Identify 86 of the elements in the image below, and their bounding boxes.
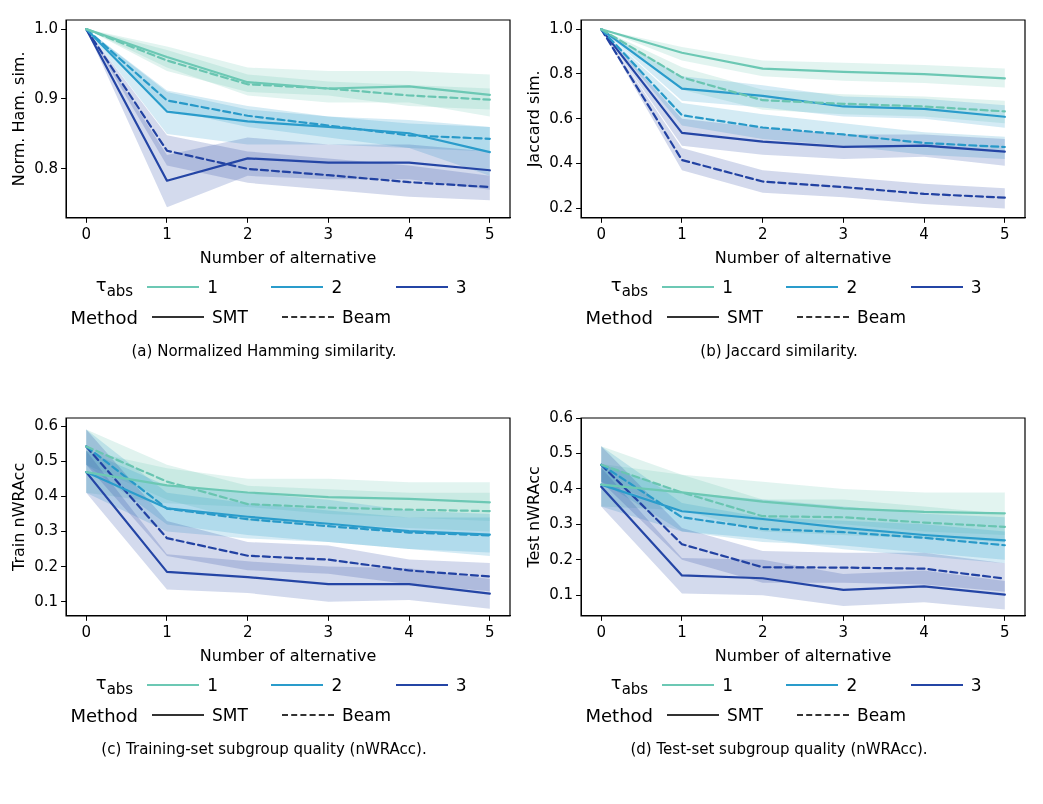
- legend-label: 2: [846, 277, 858, 297]
- legend-label: 1: [722, 277, 733, 297]
- text: (d) Test-set subgroup quality (nWRAcc).: [629, 740, 929, 758]
- y-tick-label: 0.3: [34, 521, 59, 540]
- text: Method: [69, 704, 139, 726]
- text: Beam: [857, 307, 907, 327]
- x-tick-label: 1: [162, 622, 172, 641]
- y-tick-label: 0.5: [34, 451, 59, 470]
- text: SMT: [727, 307, 763, 327]
- y-tick-label: 0.2: [549, 198, 574, 217]
- legend-label: 3: [455, 277, 467, 297]
- x-tick-label: 3: [323, 622, 334, 641]
- x-tick-label: 5: [485, 224, 495, 243]
- x-tick-label: 3: [323, 224, 334, 243]
- x-tick-label: 0: [596, 224, 607, 243]
- x-tick-label: 3: [838, 622, 849, 641]
- legend-label: 1: [207, 675, 218, 695]
- legend-title: τ$_{abs}$: [94, 274, 135, 300]
- legend-title: τ$_{abs}$: [609, 672, 650, 698]
- y-axis-title: Norm. Ham. sim.: [8, 51, 28, 187]
- y-tick-label: 0.2: [34, 556, 59, 575]
- y-tick-label: 0.6: [549, 108, 574, 127]
- y-tick-label: 1.0: [34, 18, 59, 37]
- x-tick-label: 3: [838, 224, 849, 243]
- y-tick-label: 0.3: [549, 514, 574, 533]
- legend-label: 1: [722, 675, 733, 695]
- x-tick-label: 5: [1000, 224, 1010, 243]
- x-axis-title: Number of alternative: [199, 645, 377, 665]
- legend-label: 3: [970, 675, 982, 695]
- y-tick-label: 0.6: [34, 415, 59, 434]
- x-tick-label: 2: [242, 622, 253, 641]
- text: Beam: [857, 705, 907, 725]
- y-tick-label: 0.1: [34, 591, 59, 610]
- x-axis-title: Number of alternative: [199, 247, 377, 267]
- x-tick-label: 5: [485, 622, 495, 641]
- x-tick-label: 2: [757, 622, 768, 641]
- x-tick-label: 1: [162, 224, 172, 243]
- text: Beam: [342, 705, 392, 725]
- y-axis-title: Train nWRAcc: [8, 462, 28, 572]
- legend-label: 1: [207, 277, 218, 297]
- legend-label: 2: [331, 277, 343, 297]
- text: (a) Normalized Hamming similarity.: [130, 342, 398, 360]
- x-tick-label: 4: [404, 224, 414, 243]
- legend-label: 3: [455, 675, 467, 695]
- x-axis-title: Number of alternative: [714, 645, 892, 665]
- text: SMT: [212, 307, 248, 327]
- y-axis-title: Jaccard sim.: [523, 70, 543, 169]
- x-tick-label: 1: [677, 224, 687, 243]
- text: Method: [584, 306, 654, 328]
- x-tick-label: 4: [404, 622, 414, 641]
- x-axis-title: Number of alternative: [714, 247, 892, 267]
- line-series: [600, 463, 1006, 547]
- legend-label: 2: [846, 675, 858, 695]
- x-tick-label: 4: [919, 224, 929, 243]
- x-tick-label: 2: [757, 224, 768, 243]
- text: (c) Training-set subgroup quality (nWRAcc).: [100, 740, 428, 758]
- text: SMT: [727, 705, 763, 725]
- text: (b) Jaccard similarity.: [699, 342, 859, 360]
- text: Method: [584, 704, 654, 726]
- y-tick-label: 0.8: [549, 63, 574, 82]
- y-tick-label: 0.4: [549, 478, 574, 497]
- y-tick-label: 0.9: [34, 88, 59, 107]
- legend-label: 2: [331, 675, 343, 695]
- x-tick-label: 2: [242, 224, 253, 243]
- y-axis-title: Test nWRAcc: [523, 466, 543, 569]
- y-tick-label: 0.6: [549, 407, 574, 426]
- line-series: [85, 445, 491, 513]
- legend-title: τ$_{abs}$: [609, 274, 650, 300]
- x-tick-label: 0: [81, 224, 92, 243]
- x-tick-label: 1: [677, 622, 687, 641]
- x-tick-label: 4: [919, 622, 929, 641]
- legend-title: τ$_{abs}$: [94, 672, 135, 698]
- legend-label: 3: [970, 277, 982, 297]
- y-tick-label: 0.5: [549, 443, 574, 462]
- text: Beam: [342, 307, 392, 327]
- text: SMT: [212, 705, 248, 725]
- y-tick-label: 0.2: [549, 549, 574, 568]
- x-tick-label: 5: [1000, 622, 1010, 641]
- y-tick-label: 0.4: [549, 153, 574, 172]
- x-tick-label: 0: [81, 622, 92, 641]
- y-tick-label: 0.8: [34, 158, 59, 177]
- x-tick-label: 0: [596, 622, 607, 641]
- text: Method: [69, 306, 139, 328]
- y-tick-label: 0.4: [34, 486, 59, 505]
- y-tick-label: 0.1: [549, 585, 574, 604]
- y-tick-label: 1.0: [549, 19, 574, 38]
